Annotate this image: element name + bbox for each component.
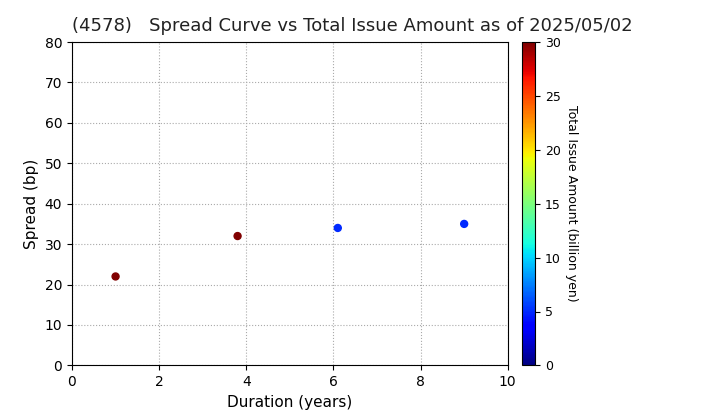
Text: (4578)   Spread Curve vs Total Issue Amount as of 2025/05/02: (4578) Spread Curve vs Total Issue Amoun… [72,17,633,35]
Point [459,220,470,227]
X-axis label: Duration (years): Duration (years) [228,395,353,409]
Point [110,273,122,280]
Point [332,225,343,231]
Y-axis label: Total Issue Amount (billion yen): Total Issue Amount (billion yen) [564,105,577,302]
Point [232,233,243,239]
Y-axis label: Spread (bp): Spread (bp) [24,159,39,249]
